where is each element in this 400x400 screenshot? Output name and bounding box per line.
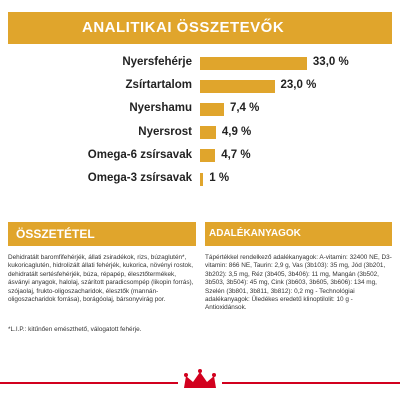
bar [200, 149, 216, 163]
category-label: Nyersfehérje [122, 56, 192, 68]
category-label: Nyersrost [138, 125, 192, 138]
value-label: 23,0 % [280, 79, 317, 92]
category-label: Zsírtartalom [125, 79, 192, 92]
bar [200, 126, 216, 140]
category-label: Omega-3 zsírsavak [87, 172, 192, 184]
category-label: Nyershamu [129, 102, 192, 115]
section-title: ANALITIKAI ÖSSZETEVŐK [8, 12, 392, 44]
composition-footnote: *L.I.P.: kitűnően emészthető, válogatott… [8, 326, 142, 333]
value-label: 4,7 % [221, 148, 251, 161]
additives-title: ADALÉKANYAGOK (kilogrammonként) [205, 222, 392, 263]
composition-title: ÖSSZETÉTEL [8, 222, 196, 246]
logo-dot [212, 373, 216, 377]
bar [200, 172, 204, 186]
value-label: 7,4 % [229, 102, 260, 115]
value-label: 4,9 % [221, 125, 252, 138]
value-label: 33,0 % [312, 56, 349, 68]
logo-dot [184, 373, 188, 377]
value-label: 1 % [209, 172, 230, 184]
logo-crown [184, 372, 216, 388]
logo-dot [198, 369, 202, 373]
bar [200, 102, 224, 116]
logo [178, 366, 222, 394]
composition-text: Dehidratált baromfifehérjék, állati zsir… [8, 254, 194, 304]
bar [200, 56, 307, 70]
bar [200, 79, 275, 93]
category-label: Omega-6 zsírsavak [87, 148, 192, 161]
additives-text: Tápértékkel rendelkező adalékanyagok: A-… [205, 254, 392, 312]
